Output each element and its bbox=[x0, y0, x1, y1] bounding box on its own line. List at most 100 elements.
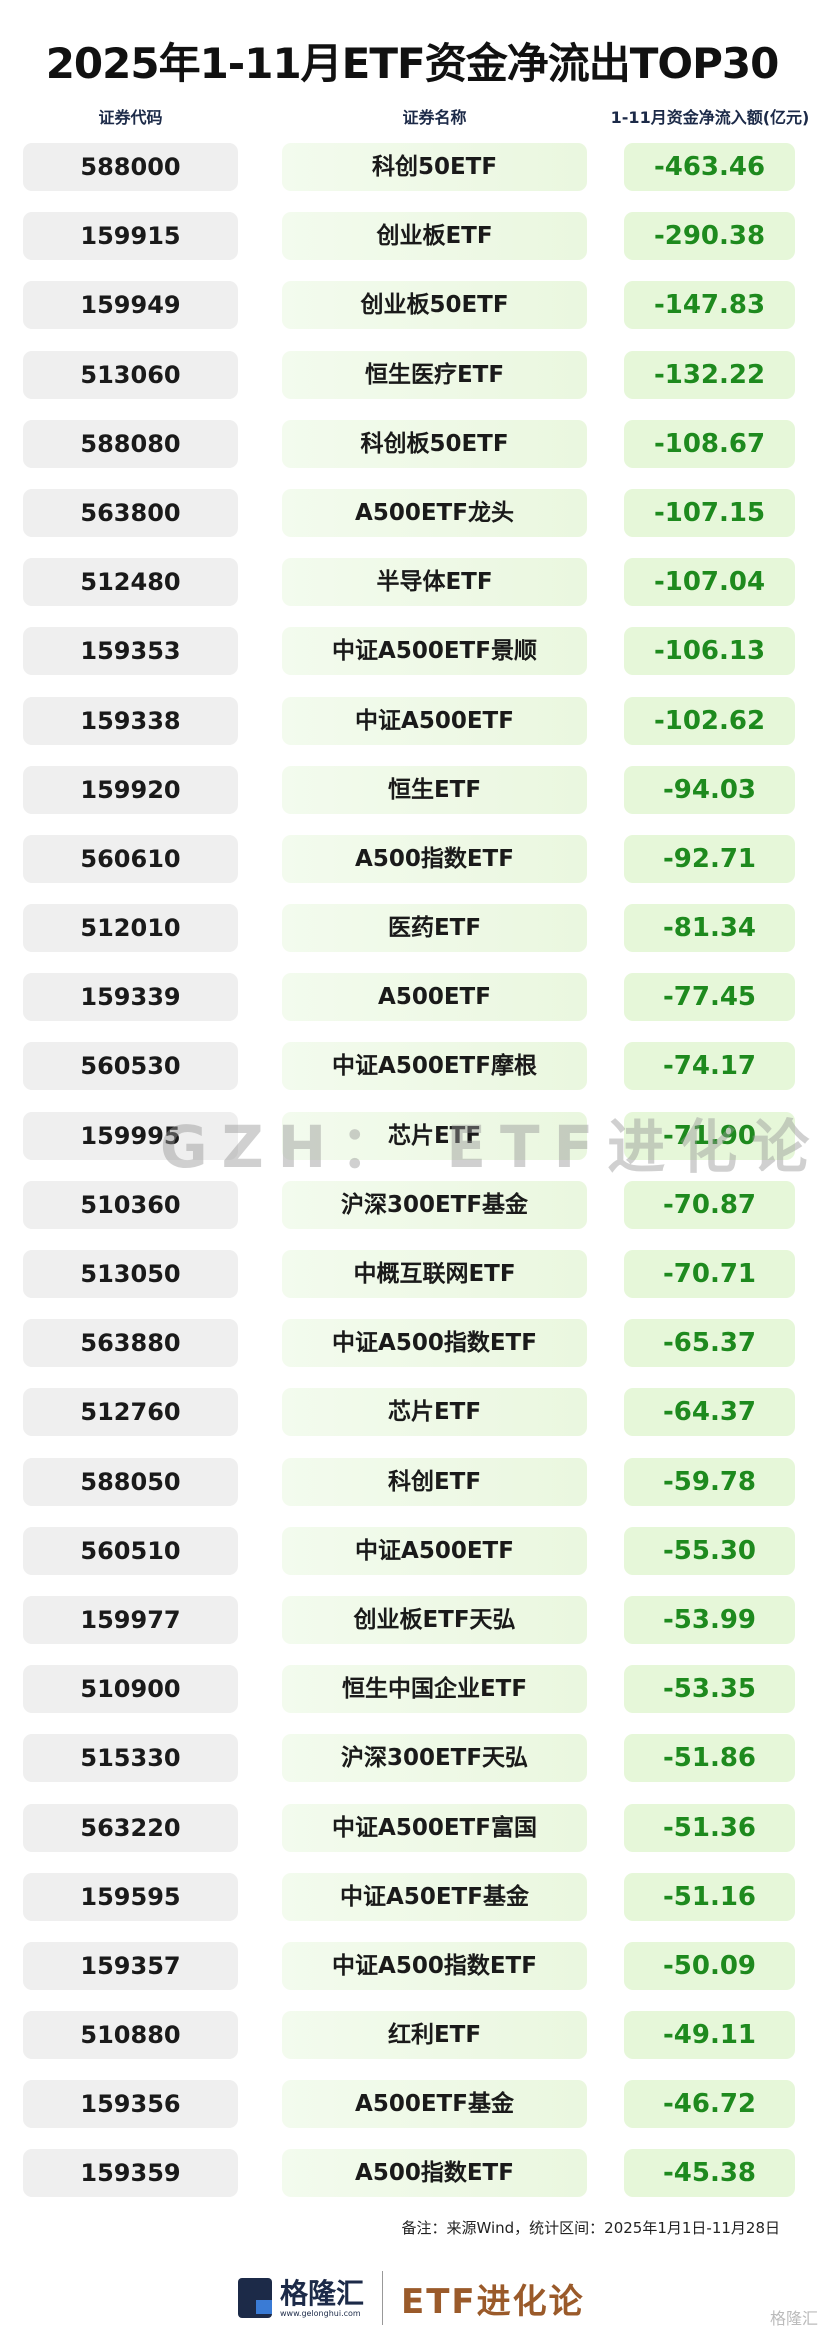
table-row: 560530 中证A500ETF摩根 -74.17 bbox=[0, 1042, 824, 1111]
table-row: 159356 A500ETF基金 -46.72 bbox=[0, 2080, 824, 2149]
cell-value: -64.37 bbox=[624, 1388, 795, 1437]
cell-code: 159995 bbox=[23, 1111, 238, 1160]
table-row: 159595 中证A50ETF基金 -51.16 bbox=[0, 1872, 824, 1942]
cell-name: 中证A500指数ETF bbox=[282, 1319, 587, 1368]
header-value: 1-11月资金净流入额(亿元) bbox=[610, 108, 810, 127]
cell-code: 588080 bbox=[23, 419, 238, 468]
cell-name: 恒生中国企业ETF bbox=[282, 1665, 587, 1714]
cell-name: 恒生医疗ETF bbox=[282, 350, 587, 399]
table-row: 563880 中证A500指数ETF -65.37 bbox=[0, 1319, 824, 1388]
table-row: 159353 中证A500ETF景顺 -106.13 bbox=[0, 627, 824, 696]
cell-code: 159977 bbox=[23, 1595, 238, 1644]
cell-name: 恒生ETF bbox=[282, 765, 587, 814]
cell-name: 中证A500ETF bbox=[282, 1526, 587, 1575]
cell-value: -132.22 bbox=[624, 350, 795, 399]
cell-value: -106.13 bbox=[624, 627, 795, 676]
cell-value: -107.15 bbox=[624, 488, 795, 537]
cell-code: 159356 bbox=[23, 2080, 238, 2129]
cell-name: 中证A500ETF富国 bbox=[282, 1803, 587, 1852]
cell-code: 515330 bbox=[23, 1734, 238, 1783]
cell-name: A500ETF基金 bbox=[282, 2080, 587, 2129]
cell-value: -70.71 bbox=[624, 1250, 795, 1298]
cell-code: 510900 bbox=[23, 1665, 238, 1714]
cell-code: 560530 bbox=[23, 1042, 238, 1091]
table-row: 159977 创业板ETF天弘 -53.99 bbox=[0, 1595, 824, 1665]
table-row: 513060 恒生医疗ETF -132.22 bbox=[0, 350, 824, 420]
cell-name: 中证A500指数ETF bbox=[282, 1941, 587, 1990]
table-row: 159920 恒生ETF -94.03 bbox=[0, 765, 824, 835]
table-row: 588000 科创50ETF -463.46 bbox=[0, 143, 824, 212]
cell-code: 159359 bbox=[23, 2149, 238, 2198]
cell-code: 513060 bbox=[23, 350, 238, 399]
cell-code: 560610 bbox=[23, 834, 238, 883]
table-row: 510900 恒生中国企业ETF -53.35 bbox=[0, 1665, 824, 1734]
cell-value: -55.30 bbox=[624, 1526, 795, 1575]
table-row: 159995 芯片ETF -71.90 bbox=[0, 1111, 824, 1181]
table-row: 588050 科创ETF -59.78 bbox=[0, 1457, 824, 1527]
cell-code: 159338 bbox=[23, 696, 238, 745]
cell-value: -463.46 bbox=[624, 143, 795, 191]
cell-value: -65.37 bbox=[624, 1319, 795, 1368]
table-row: 515330 沪深300ETF天弘 -51.86 bbox=[0, 1734, 824, 1803]
table-row: 159949 创业板50ETF -147.83 bbox=[0, 281, 824, 350]
cell-name: 沪深300ETF基金 bbox=[282, 1180, 587, 1229]
cell-code: 512760 bbox=[23, 1388, 238, 1437]
cell-name: 半导体ETF bbox=[282, 558, 587, 607]
cell-code: 510360 bbox=[23, 1180, 238, 1229]
cell-name: A500指数ETF bbox=[282, 2149, 587, 2198]
etf-table: 588000 科创50ETF -463.46 159915 创业板ETF -290.38 1… bbox=[0, 143, 824, 2219]
cell-code: 510880 bbox=[23, 2011, 238, 2060]
table-row: 159357 中证A500指数ETF -50.09 bbox=[0, 1941, 824, 2011]
cell-value: -70.87 bbox=[624, 1180, 795, 1229]
footer-logo: 格隆汇 www.gelonghui.com ETF进化论 bbox=[238, 2268, 585, 2328]
cell-value: -81.34 bbox=[624, 904, 795, 953]
cell-value: -53.99 bbox=[624, 1595, 795, 1644]
table-row: 159339 A500ETF -77.45 bbox=[0, 973, 824, 1042]
header-code: 证券代码 bbox=[98, 108, 163, 127]
cell-name: 医药ETF bbox=[282, 904, 587, 953]
cell-name: 中证A500ETF bbox=[282, 696, 587, 745]
cell-name: 创业板50ETF bbox=[282, 281, 587, 330]
cell-name: 沪深300ETF天弘 bbox=[282, 1734, 587, 1783]
cell-code: 512480 bbox=[23, 558, 238, 607]
cell-name: 中证A500ETF景顺 bbox=[282, 627, 587, 676]
cell-name: 芯片ETF bbox=[282, 1111, 587, 1160]
cell-value: -51.16 bbox=[624, 1872, 795, 1921]
cell-value: -46.72 bbox=[624, 2080, 795, 2129]
table-row: 513050 中概互联网ETF -70.71 bbox=[0, 1250, 824, 1319]
table-row: 560510 中证A500ETF -55.30 bbox=[0, 1526, 824, 1596]
table-row: 588080 科创板50ETF -108.67 bbox=[0, 419, 824, 489]
cell-value: -108.67 bbox=[624, 419, 795, 468]
footnote: 备注：来源Wind，统计区间：2025年1月1日-11月28日 bbox=[401, 2219, 780, 2237]
cell-name: 创业板ETF天弘 bbox=[282, 1595, 587, 1644]
cell-name: A500指数ETF bbox=[282, 834, 587, 883]
cell-code: 512010 bbox=[23, 904, 238, 953]
cell-value: -50.09 bbox=[624, 1941, 795, 1990]
cell-value: -107.04 bbox=[624, 558, 795, 607]
cell-value: -49.11 bbox=[624, 2011, 795, 2060]
cell-value: -77.45 bbox=[624, 973, 795, 1022]
cell-code: 159920 bbox=[23, 765, 238, 814]
cell-code: 588050 bbox=[23, 1457, 238, 1506]
cell-value: -45.38 bbox=[624, 2149, 795, 2198]
cell-code: 159339 bbox=[23, 973, 238, 1022]
table-row: 159338 中证A500ETF -102.62 bbox=[0, 696, 824, 766]
table-row: 510880 红利ETF -49.11 bbox=[0, 2011, 824, 2080]
cell-value: -147.83 bbox=[624, 281, 795, 330]
brand-url: www.gelonghui.com bbox=[280, 2308, 361, 2318]
table-row: 512480 半导体ETF -107.04 bbox=[0, 558, 824, 627]
cell-code: 159595 bbox=[23, 1872, 238, 1921]
table-row: 159915 创业板ETF -290.38 bbox=[0, 212, 824, 281]
cell-value: -290.38 bbox=[624, 212, 795, 261]
table-row: 512760 芯片ETF -64.37 bbox=[0, 1388, 824, 1457]
cell-code: 563800 bbox=[23, 488, 238, 537]
cell-code: 159357 bbox=[23, 1941, 238, 1990]
cell-value: -59.78 bbox=[624, 1457, 795, 1506]
cell-name: 中证A50ETF基金 bbox=[282, 1872, 587, 1921]
page-title: 2025年1-11月ETF资金净流出TOP30 bbox=[45, 39, 780, 88]
cell-code: 159915 bbox=[23, 212, 238, 261]
cell-code: 560510 bbox=[23, 1526, 238, 1575]
column-name: ETF进化论 bbox=[401, 2281, 585, 2322]
cell-name: 中证A500ETF摩根 bbox=[282, 1042, 587, 1091]
table-row: 510360 沪深300ETF基金 -70.87 bbox=[0, 1180, 824, 1250]
